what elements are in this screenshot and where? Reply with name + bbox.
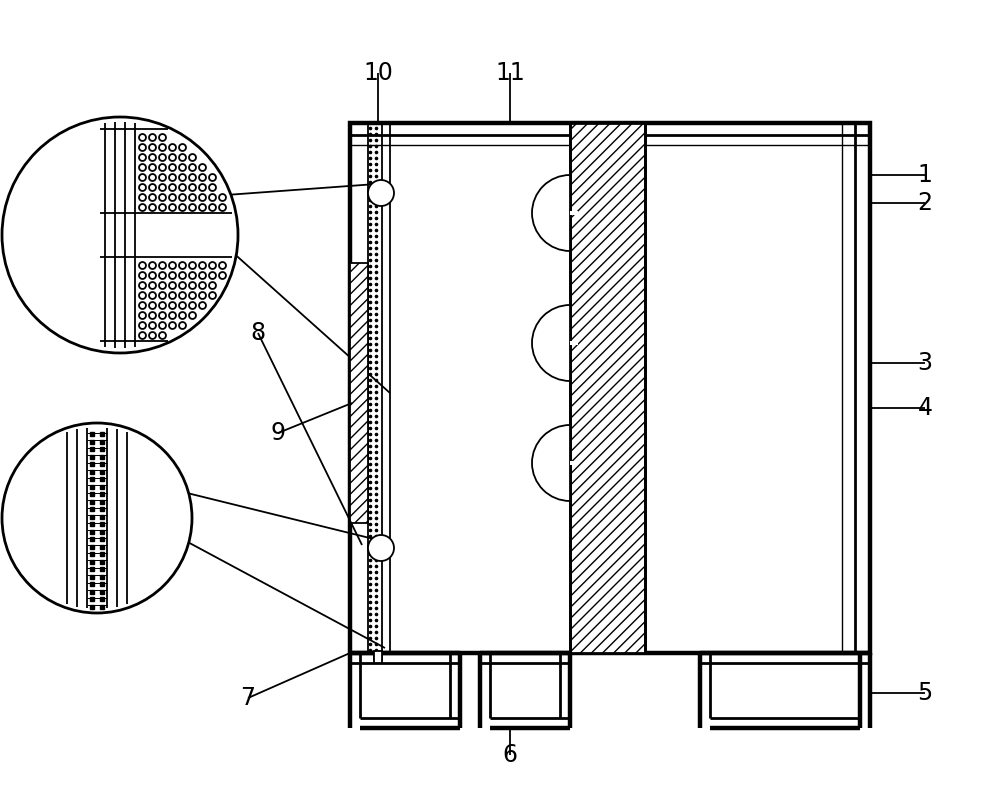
Bar [570,461,578,465]
Text: 11: 11 [495,61,525,85]
Wedge shape [532,175,570,251]
Bar [350,123,870,653]
Bar [374,651,382,663]
Wedge shape [532,305,570,381]
Text: 4: 4 [918,396,932,420]
Bar [570,123,645,653]
Text: 2: 2 [918,191,932,215]
Text: 10: 10 [363,61,393,85]
Text: 1: 1 [918,163,932,187]
Text: 7: 7 [240,686,256,710]
Text: 6: 6 [503,743,518,767]
Circle shape [2,423,192,613]
Bar [350,263,368,523]
Text: 3: 3 [918,351,932,375]
Text: 8: 8 [250,321,266,345]
Bar [570,211,578,215]
Bar [570,341,578,345]
Circle shape [368,180,394,206]
Circle shape [2,117,238,353]
Circle shape [368,535,394,561]
Text: 5: 5 [917,681,933,705]
Wedge shape [532,425,570,501]
Text: 9: 9 [270,421,286,445]
